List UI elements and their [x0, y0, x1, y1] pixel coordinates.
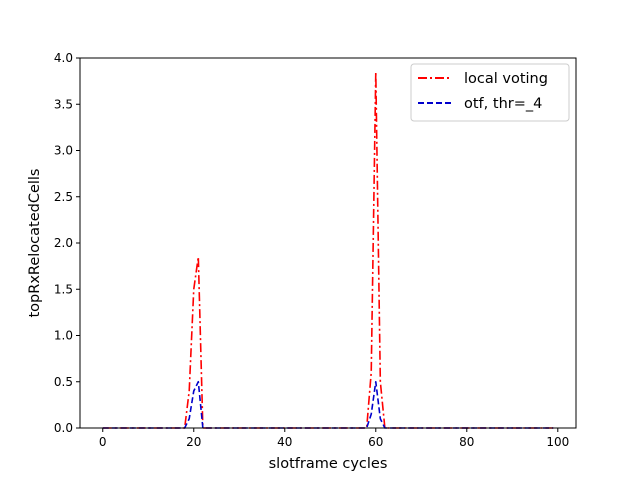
y-tick-label: 3.5: [54, 97, 73, 111]
x-tick-label: 0: [99, 435, 107, 449]
y-tick-label: 0.5: [54, 375, 73, 389]
x-axis: 0 20 40 60 80 100: [99, 428, 569, 449]
y-axis: 0.0 0.5 1.0 1.5 2.0 2.5 3.0 3.5 4.0: [54, 51, 80, 435]
x-tick-label: 80: [459, 435, 474, 449]
legend-label-local-voting: local voting: [464, 71, 548, 87]
x-axis-label: slotframe cycles: [269, 456, 388, 472]
series-line-local-voting: [102, 71, 554, 429]
series-line-otf-thr-4: [102, 380, 554, 429]
x-tick-label: 60: [368, 435, 383, 449]
y-axis-label: topRxRelocatedCells: [27, 169, 43, 318]
y-tick-label: 4.0: [54, 51, 73, 65]
legend-box: [410, 63, 570, 122]
plot-area: [102, 71, 554, 429]
y-tick-label: 2.0: [54, 236, 73, 250]
y-tick-label: 3.0: [54, 144, 73, 158]
x-tick-label: 20: [186, 435, 201, 449]
x-tick-label: 100: [546, 435, 569, 449]
y-tick-label: 1.5: [54, 282, 73, 296]
y-tick-label: 2.5: [54, 190, 73, 204]
x-tick-label: 40: [277, 435, 292, 449]
legend-label-otf: otf, thr=_4: [464, 96, 542, 112]
legend: local voting otf, thr=_4: [410, 63, 570, 122]
y-tick-label: 1.0: [54, 329, 73, 343]
y-tick-label: 0.0: [54, 421, 73, 435]
